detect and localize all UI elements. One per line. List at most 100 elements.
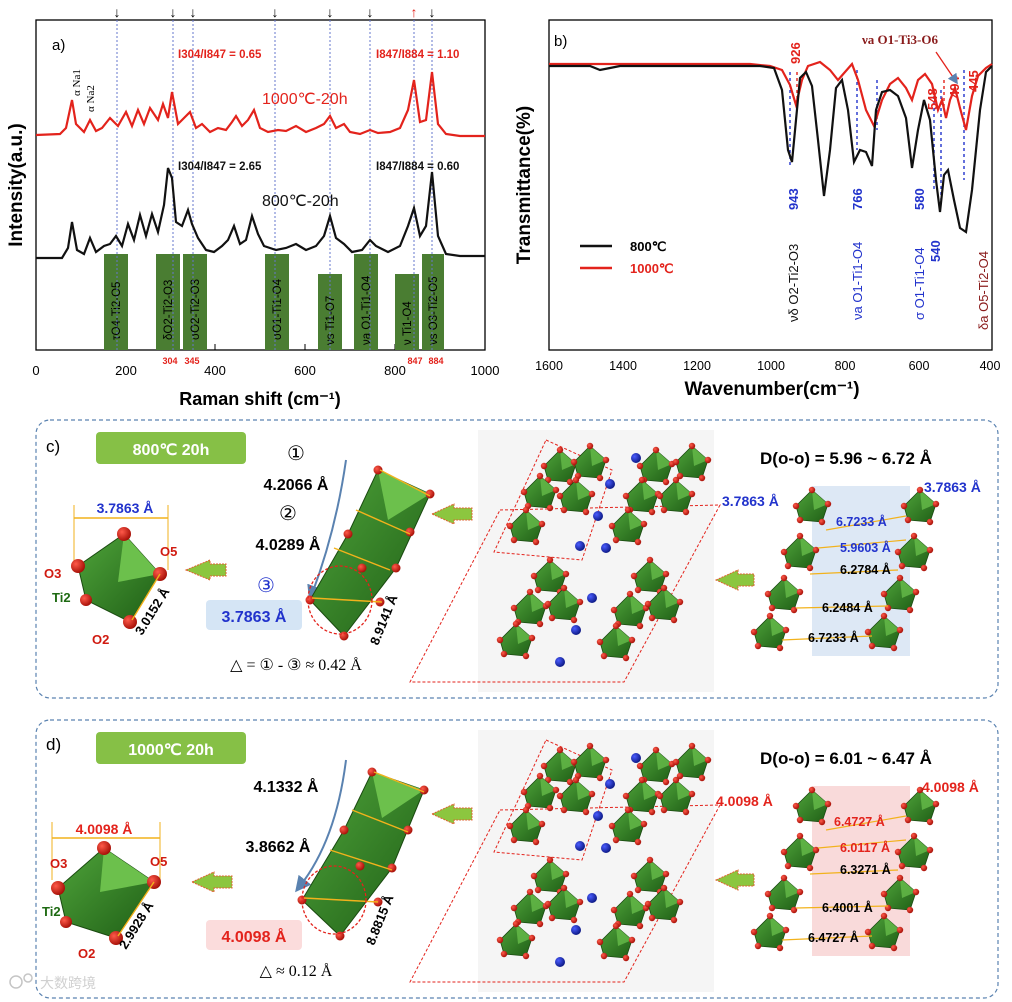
c-dist-1: 6.7233 Å xyxy=(836,514,887,529)
d-d3: 4.0098 Å xyxy=(222,927,287,946)
d-edge-l: 4.0098 Å xyxy=(716,793,773,809)
panel-a-ylabel: Intensity(a.u.) xyxy=(6,123,27,247)
ftir-800-curve xyxy=(549,64,993,234)
c-d3: 3.7863 Å xyxy=(222,607,287,626)
red-tick-304: 304 xyxy=(162,356,177,366)
d-edge-r: 4.0098 Å xyxy=(922,779,979,795)
panel-a-label: a) xyxy=(52,37,65,54)
ratio-1000-a: I304/I847 = 0.65 xyxy=(178,49,262,61)
panel-c: c) 800℃ 20h 3.7863 Å O3 O5 Ti2 O2 3.0152… xyxy=(35,419,999,699)
panel-c-chain: ① 4.2066 Å ② 4.0289 Å ③ 3.7863 Å 8.9141 … xyxy=(206,443,435,674)
d-d2: 3.8662 Å xyxy=(246,837,311,856)
b-xtick-400: 400 xyxy=(980,359,1001,373)
band-label-6: νa O1-Ti1-O4 xyxy=(361,275,373,345)
red-tick-345: 345 xyxy=(184,356,199,366)
c-oct-top: 3.7863 Å xyxy=(97,500,154,516)
d-drange: D(o-o) = 6.01 ~ 6.47 Å xyxy=(760,749,932,768)
panel-a-xlabel: Raman shift (cm⁻¹) xyxy=(179,389,341,409)
red-tick-884: 884 xyxy=(428,356,443,366)
band-label-3: σO2-Ti2-O3 xyxy=(190,279,202,340)
svg-text:↓: ↓ xyxy=(327,4,334,20)
ratio-1000-b: I847/I884 = 1.10 xyxy=(376,49,459,61)
svg-text:↓: ↓ xyxy=(272,4,279,20)
a-xtick-800: 800 xyxy=(384,363,406,378)
b-xtick-1400: 1400 xyxy=(609,359,637,373)
svg-text:↓: ↓ xyxy=(367,4,374,20)
d-d3-box xyxy=(206,920,302,950)
panel-b-frame xyxy=(548,19,993,351)
d-dist-2: 6.0117 Å xyxy=(840,840,890,855)
mode-top-arrow xyxy=(935,51,958,85)
c-dist-4: 6.2484 Å xyxy=(822,600,873,615)
peak-580: 580 xyxy=(912,188,927,210)
c-d2: 4.0289 Å xyxy=(256,535,321,554)
peak-540: 540 xyxy=(928,240,943,262)
panel-c-label: c) xyxy=(46,437,60,456)
d-atom-o3: O3 xyxy=(50,856,67,871)
band-label-5: νs Ti1-O7 xyxy=(325,296,337,345)
band-label-1: τO4-Ti2-O5 xyxy=(111,282,123,340)
na1-label: α Na1 xyxy=(71,69,83,96)
d-arrow-1 xyxy=(190,871,233,893)
panel-b-xticks: 1600 1400 1200 1000 800 600 400 xyxy=(535,359,1000,373)
svg-text:↓: ↓ xyxy=(114,4,121,20)
panel-d-chain: 4.1332 Å 3.8662 Å 4.0098 Å 8.8815 Å △ ≈ … xyxy=(206,759,429,980)
c-arrow-2 xyxy=(430,503,473,525)
panel-b-label: b) xyxy=(554,33,567,50)
d-arrow-3 xyxy=(714,869,755,891)
d-diag: 8.8815 Å xyxy=(363,892,397,947)
curve-1000-label: 1000℃-20h xyxy=(262,91,348,108)
panel-b-ylabel: Transmittance(%) xyxy=(514,106,535,264)
legend-1000: 1000℃ xyxy=(630,261,674,276)
red-tick-847: 847 xyxy=(407,356,422,366)
panel-a-raman: a) Intensity(a.u.) Raman shift (cm⁻¹) 0 … xyxy=(6,4,499,409)
panel-c-distances: D(o-o) = 5.96 ~ 6.72 Å 3.7863 Å 3.7863 Å… xyxy=(722,449,981,656)
assign-3: σ O1-Ti1-O4 xyxy=(912,247,927,320)
b-xtick-1600: 1600 xyxy=(535,359,563,373)
c-drange: D(o-o) = 5.96 ~ 6.72 Å xyxy=(760,449,932,468)
a-xtick-400: 400 xyxy=(204,363,226,378)
panel-a-arrows: ↓ ↓ ↓ ↓ ↓ ↓ ↑ ↓ xyxy=(114,4,436,20)
ftir-1000-curve xyxy=(549,60,993,131)
peak-548: 548 xyxy=(925,88,940,110)
d-dist-3: 6.3271 Å xyxy=(840,862,891,877)
band-1 xyxy=(104,254,128,350)
band-6 xyxy=(354,254,378,350)
panel-c-temp: 800℃ 20h xyxy=(133,442,210,459)
band-label-8: νs O3-Ti2-O5 xyxy=(428,276,440,345)
curve-800-label: 800℃-20h xyxy=(262,193,339,210)
svg-text:↓: ↓ xyxy=(429,4,436,20)
d-atom-o5: O5 xyxy=(150,854,167,869)
c-circ-3: ③ xyxy=(257,575,275,597)
panel-c-temp-badge xyxy=(96,432,246,464)
b-xtick-1000: 1000 xyxy=(757,359,785,373)
panel-d-structure xyxy=(409,730,721,992)
b-xtick-600: 600 xyxy=(909,359,930,373)
watermark-text: 大数跨境 xyxy=(40,975,96,991)
d-d1: 4.1332 Å xyxy=(254,777,319,796)
b-xtick-800: 800 xyxy=(835,359,856,373)
band-label-7: ν Ti1-O4 xyxy=(402,301,414,345)
c-circ-2: ② xyxy=(279,503,297,525)
panel-d-frame xyxy=(35,719,999,999)
assign-2: νa O1-Ti1-O4 xyxy=(850,242,865,320)
d-dist-5: 6.4727 Å xyxy=(808,930,859,945)
watermark: 大数跨境 xyxy=(9,973,96,991)
raman-800-curve xyxy=(36,167,485,260)
d-oct-top: 4.0098 Å xyxy=(76,821,133,837)
c-d1: 4.2066 Å xyxy=(264,475,329,494)
a-xtick-1000: 1000 xyxy=(471,363,500,378)
c-d3-box xyxy=(206,600,302,630)
ratio-800-b: I847/I884 = 0.60 xyxy=(376,161,459,173)
panel-d-temp-badge xyxy=(96,732,246,764)
c-dist-5: 6.7233 Å xyxy=(808,630,859,645)
peak-445: 445 xyxy=(966,70,981,92)
c-dist-3: 6.2784 Å xyxy=(840,562,891,577)
panel-d: d) 1000℃ 20h 4.0098 Å O3 O5 Ti2 O2 2.992… xyxy=(35,719,999,999)
c-atom-o3: O3 xyxy=(44,566,61,581)
peak-766: 766 xyxy=(850,188,865,210)
panel-d-distances: D(o-o) = 6.01 ~ 6.47 Å 4.0098 Å 4.0098 Å… xyxy=(716,749,979,956)
assign-1: νδ O2-Ti2-O3 xyxy=(786,244,801,322)
svg-text:↑: ↑ xyxy=(411,4,418,20)
b-xtick-1200: 1200 xyxy=(683,359,711,373)
